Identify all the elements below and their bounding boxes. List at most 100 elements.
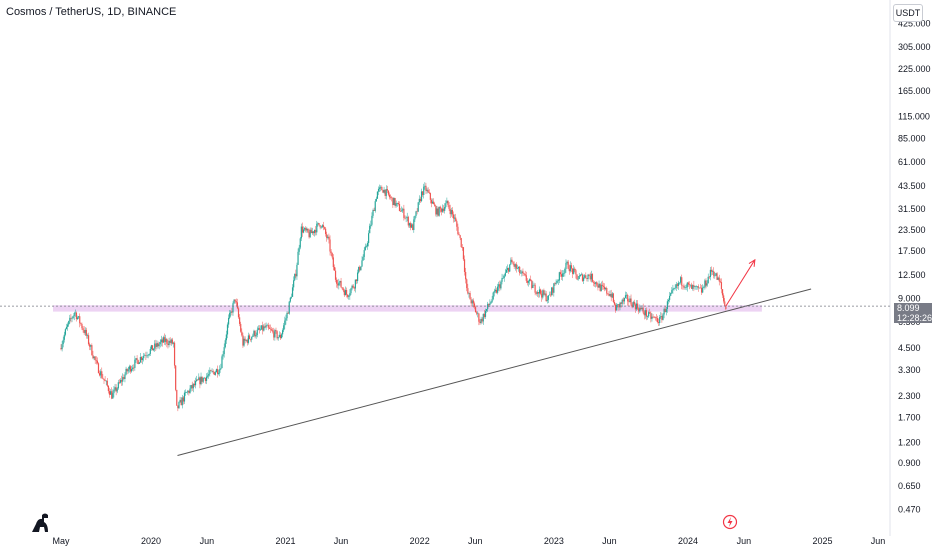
candle: [678, 282, 681, 285]
x-tick-label: May: [52, 536, 70, 546]
candle: [244, 336, 246, 344]
candle: [626, 291, 628, 300]
candle: [184, 389, 187, 396]
candle: [219, 365, 221, 377]
candle: [669, 291, 671, 303]
candle: [491, 295, 493, 304]
candle: [116, 387, 118, 394]
candle: [365, 244, 368, 248]
candle: [191, 381, 193, 392]
dinosaur-icon[interactable]: [30, 512, 54, 534]
candle: [97, 362, 100, 374]
candle: [716, 272, 718, 280]
candle: [458, 232, 460, 236]
candle: [519, 265, 521, 276]
candle: [201, 376, 203, 384]
candle: [65, 323, 68, 330]
candle: [449, 204, 451, 219]
candle: [114, 383, 116, 392]
candle: [310, 227, 312, 234]
candle: [181, 394, 183, 409]
candle: [82, 325, 84, 333]
candle: [695, 285, 697, 290]
candle: [419, 196, 422, 203]
candle: [705, 278, 707, 289]
candle: [144, 353, 146, 357]
candle: [226, 322, 229, 339]
candle: [118, 379, 121, 385]
candle: [623, 297, 626, 305]
candle: [602, 282, 605, 290]
candle: [338, 278, 340, 290]
candle: [589, 272, 591, 282]
candle: [72, 315, 74, 320]
candle: [300, 223, 302, 242]
candle: [559, 269, 562, 277]
currency-selector[interactable]: USDT: [893, 4, 923, 22]
candle: [607, 293, 609, 296]
candle: [501, 273, 503, 285]
candle: [512, 261, 514, 266]
candle: [158, 341, 160, 350]
candle: [692, 284, 694, 291]
candle: [407, 215, 409, 228]
candle: [364, 243, 366, 251]
candle: [566, 260, 568, 265]
candle: [291, 284, 294, 297]
candle: [537, 292, 540, 298]
candle: [551, 287, 553, 297]
candle: [556, 279, 558, 284]
candle: [560, 270, 563, 281]
candle: [613, 299, 616, 306]
candle: [133, 364, 135, 372]
candle: [340, 277, 342, 288]
candle: [253, 329, 255, 337]
y-tick-label: 31.500: [898, 204, 926, 214]
candle: [182, 396, 184, 405]
candle: [547, 295, 549, 304]
support-zone[interactable]: [53, 305, 762, 312]
candle: [431, 198, 434, 204]
candle: [121, 375, 123, 386]
candle: [390, 194, 392, 200]
candle: [447, 200, 449, 208]
candle: [210, 369, 212, 372]
candle: [352, 284, 354, 289]
candle: [165, 334, 167, 346]
x-tick-label: Jun: [468, 536, 483, 546]
candle: [104, 376, 106, 382]
candle: [69, 314, 71, 324]
candle: [275, 327, 277, 334]
candle: [308, 228, 310, 239]
candle: [239, 314, 241, 327]
candle: [337, 279, 339, 289]
candle: [639, 304, 641, 313]
candle: [609, 290, 611, 297]
candle: [70, 313, 72, 323]
candle: [700, 285, 703, 296]
candle: [721, 289, 724, 298]
candle: [75, 311, 78, 322]
candle: [273, 327, 275, 341]
candle: [660, 312, 662, 319]
y-tick-label: 425.000: [898, 18, 931, 28]
candle: [517, 266, 520, 272]
lightning-icon[interactable]: [722, 514, 738, 530]
candle: [563, 270, 565, 277]
candle: [236, 298, 239, 310]
candle: [221, 354, 223, 369]
candle: [384, 189, 386, 199]
projection-arrow[interactable]: [725, 258, 756, 307]
candle: [578, 272, 580, 280]
candle: [438, 206, 440, 217]
candle: [162, 335, 165, 343]
candle: [257, 325, 259, 331]
ascending-trendline[interactable]: [177, 288, 812, 456]
candle: [659, 314, 661, 326]
candle: [137, 359, 139, 365]
y-tick-label: 17.500: [898, 246, 926, 256]
candle: [465, 267, 467, 284]
candle: [198, 373, 200, 381]
candle: [81, 322, 83, 331]
